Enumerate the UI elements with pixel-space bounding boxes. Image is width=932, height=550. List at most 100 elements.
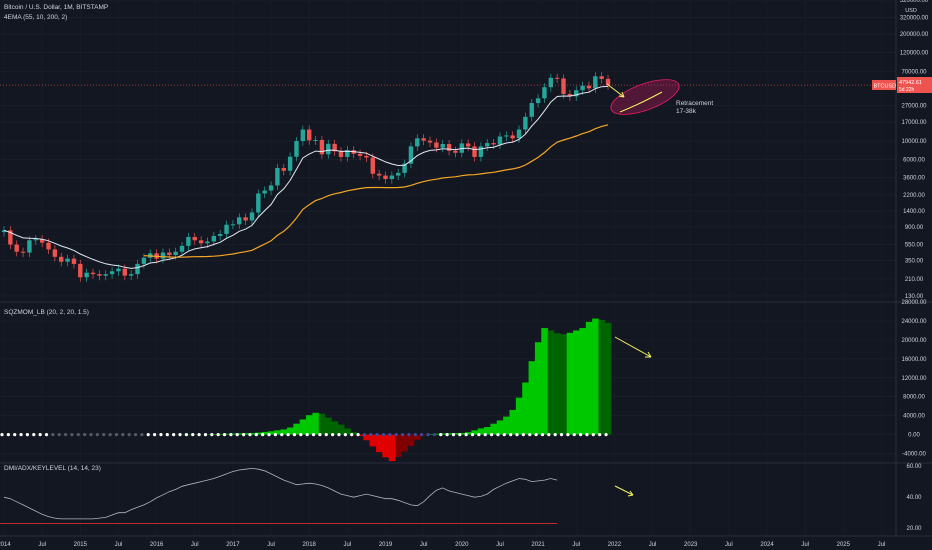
candle-body [237,217,242,225]
squeeze-dot [400,432,405,437]
squeeze-dot [299,432,303,437]
squeeze-dot [464,432,468,437]
adx-pane[interactable] [0,467,634,524]
candle-body [103,274,108,276]
momentum-tick-label: 8000.00 [903,395,925,401]
candle-body [402,163,407,173]
price-tick-label: 17000.00 [901,120,927,126]
squeeze-dot [51,432,55,437]
squeeze-dot [432,432,436,437]
squeeze-dot [95,432,99,437]
momentum-tick-label: 16000.00 [901,357,927,363]
candle-body [396,172,401,176]
momentum-bar [598,319,606,435]
time-axis[interactable]: 2014 Jul 2015 Jul 2016 Jul 2017 Jul 2018 Jul 2019 J… [0,542,885,548]
candle-body [52,249,58,257]
momentum-bar [344,428,351,435]
candle-body [198,240,204,244]
candle-body [287,156,293,171]
candle-body [376,173,382,176]
squeeze-dot [222,432,227,437]
momentum-bar [566,332,574,435]
momentum-bar [560,334,568,435]
momentum-bar [439,433,447,435]
time-tick-label: Jul [420,542,428,548]
squeeze-dot [426,432,430,437]
momentum-bar [573,330,580,435]
squeeze-dot [235,432,239,437]
squeeze-dot [381,432,386,437]
candle-body [205,241,210,244]
squeeze-dot [89,432,93,437]
momentum-bar [331,421,339,435]
squeeze-dot [375,432,379,437]
candle-body [78,263,83,278]
momentum-bar [395,434,402,457]
candle-body [160,252,166,259]
squeeze-dot [242,432,246,437]
momentum-bar [312,412,320,435]
momentum-bar [445,433,453,435]
squeeze-dot [6,432,10,437]
squeeze-dot [343,432,347,437]
momentum-pane[interactable] [0,318,652,462]
squeeze-dot [165,432,169,437]
momentum-axis[interactable]: 28000.00 24000.00 20000.00 16000.00 12000.00… [901,300,927,458]
time-tick-label: Jul [572,542,580,548]
symbol-title[interactable]: Bitcoin / U.S. Dollar, 1M, BITSTAMP [4,4,108,11]
momentum-bar [534,342,542,435]
candle-body [440,144,445,148]
adx-tick-label: 60.00 [906,464,922,470]
currency-label: USD [905,8,917,14]
squeeze-dot [394,432,398,437]
momentum-bar [503,416,510,435]
sqzmom-legend[interactable]: SQZMOM_LB (20, 2, 20, 1.5) [4,309,89,316]
indicator-legend[interactable]: 4EMA (55, 10, 200, 2) [4,14,67,21]
momentum-bar [236,433,243,435]
squeeze-dot [559,432,564,437]
squeeze-dot [528,432,532,437]
squeeze-dot [13,432,17,437]
squeeze-dot [229,432,233,437]
squeeze-dot [331,432,335,437]
candle-body [116,268,121,272]
squeeze-dot [267,432,271,437]
candle-body [84,272,89,278]
candle-body [586,85,592,89]
squeeze-dot [108,432,112,437]
adx-axis[interactable]: 60.00 40.00 20.00 [906,464,922,532]
momentum-bar [541,328,548,435]
time-tick-label: 2016 [150,542,164,548]
price-axis[interactable]: 520000.00 320000.00 200000.00 120000.00 7000… [900,0,929,300]
squeeze-dot [261,432,265,437]
candle-body [211,235,217,242]
candle-body [408,146,414,164]
candle-body [173,251,178,256]
squeeze-dot [496,432,500,437]
candle-body [554,77,560,79]
candle-body [294,141,299,157]
time-tick-label: 2022 [608,542,622,548]
squeeze-dot [547,432,551,437]
badge-ticker: BTCUSD [874,84,897,90]
adx-tick-label: 20.00 [906,526,922,532]
candle-series [1,72,611,282]
candle-body [364,155,369,158]
badge-price: 47942.61 [899,80,922,86]
squeeze-dot [458,432,462,437]
squeeze-dot [184,432,188,437]
squeeze-dot [280,432,284,437]
adx-legend[interactable]: DMI/ADX/KEYLEVEL (14, 14, 23) [4,465,101,472]
candle-body [415,138,420,147]
time-tick-label: 2018 [303,542,317,548]
price-pane[interactable]: Retracement 17-38k [0,72,896,282]
squeeze-dot [515,432,519,437]
squeeze-dot [38,432,42,437]
time-tick-label: 2024 [760,542,774,548]
momentum-bar [267,431,275,435]
momentum-bar [375,434,383,453]
time-tick-label: Jul [878,542,886,548]
candle-body [20,251,26,253]
